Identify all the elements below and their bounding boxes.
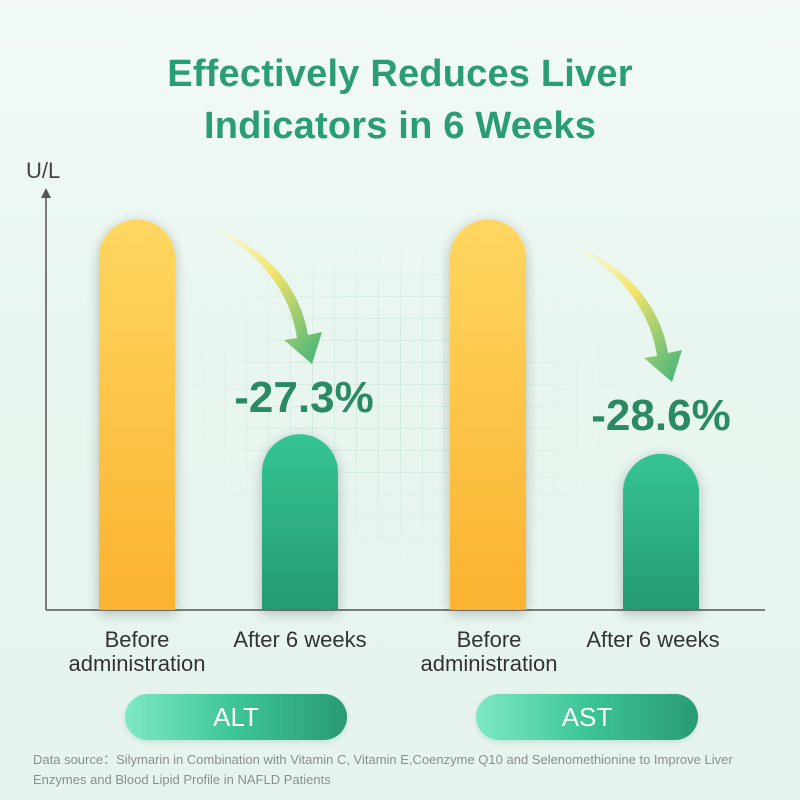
ast-decrease-arrow <box>572 246 682 382</box>
tick-label-ast-after: After 6 weeks <box>586 627 720 652</box>
data-source-note: Data source：Silymarin in Combination wit… <box>33 752 733 787</box>
background-grid <box>180 230 620 560</box>
chart-title-line-2: Indicators in 6 Weeks <box>203 105 597 147</box>
tick-label-alt-after: After 6 weeks <box>233 627 367 652</box>
ast-change-label: -28.6% <box>591 391 730 440</box>
y-axis-unit-label: U/L <box>26 158 61 183</box>
alt-change-label: -27.3% <box>234 373 373 422</box>
tick-label-line: administration <box>68 651 206 676</box>
tick-label-alt-before: Before administration <box>57 628 217 676</box>
tick-label-line: administration <box>420 651 558 676</box>
ast-after-bar <box>623 453 699 610</box>
tick-label-line: Before <box>456 627 522 652</box>
tick-label-ast-before: Before administration <box>409 628 569 676</box>
y-axis-arrowhead <box>41 188 51 198</box>
alt-decrease-arrow <box>212 228 322 364</box>
ast-before-bar <box>450 219 526 610</box>
ast-group-label: AST <box>476 694 698 740</box>
alt-group-label: ALT <box>125 694 347 740</box>
chart-title-line-1: Effectively Reduces Liver <box>167 53 633 95</box>
tick-label-line: Before <box>104 627 170 652</box>
chart-title: Effectively Reduces Liver Indicators in … <box>0 48 800 152</box>
alt-before-bar <box>99 219 175 610</box>
alt-after-bar <box>262 434 338 610</box>
